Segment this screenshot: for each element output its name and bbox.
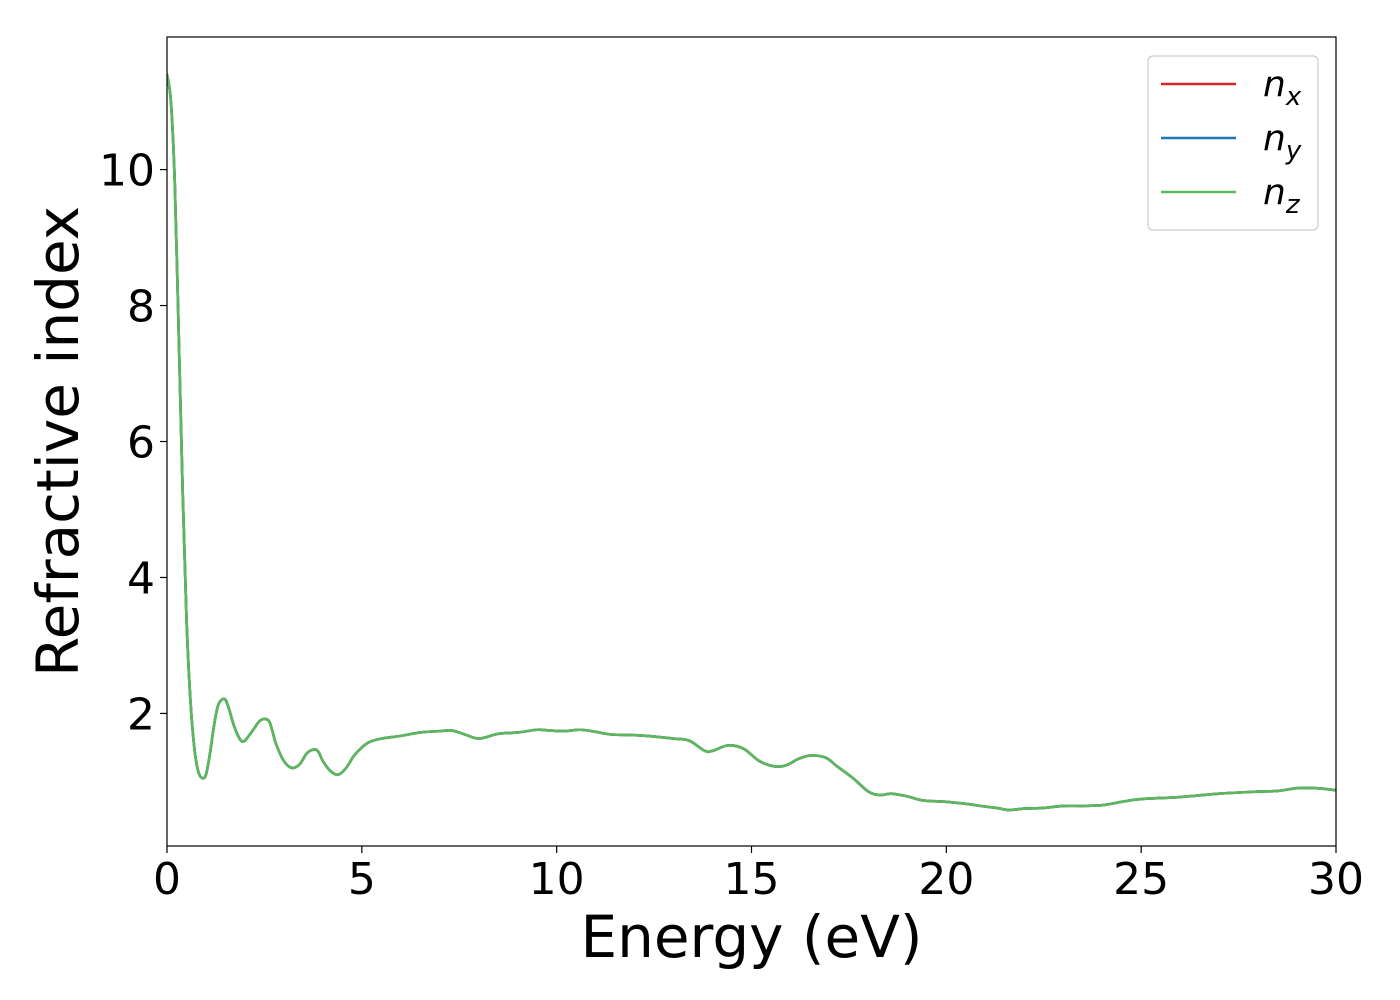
x-tick-label: 25	[1113, 854, 1169, 905]
y-tick-label: 10	[99, 146, 155, 197]
legend-label-n_z: nz	[1263, 172, 1301, 220]
legend: nx ny nz	[1147, 55, 1319, 231]
y-tick-label: 8	[127, 282, 155, 333]
x-tick-label: 15	[724, 854, 780, 905]
y-tick-label: 6	[127, 418, 155, 469]
legend-label-n_y: ny	[1263, 118, 1302, 166]
x-axis-title: Energy (eV)	[580, 903, 922, 971]
y-tick-label: 2	[127, 689, 155, 740]
y-tick-label: 4	[127, 553, 155, 604]
x-tick-label: 10	[529, 854, 585, 905]
x-axis: 0 5 10 15 20 25 30	[153, 846, 1364, 905]
series-line-n_z	[167, 73, 1336, 812]
x-tick-label: 0	[153, 854, 181, 905]
y-axis-title: Refractive index	[24, 206, 92, 677]
x-tick-label: 20	[918, 854, 974, 905]
series-layer	[167, 73, 1336, 812]
legend-label-n_x: nx	[1263, 64, 1302, 112]
x-tick-label: 5	[348, 854, 376, 905]
legend-box	[1147, 55, 1319, 231]
x-tick-label: 30	[1308, 854, 1364, 905]
y-axis: 2 4 6 8 10	[99, 146, 167, 740]
